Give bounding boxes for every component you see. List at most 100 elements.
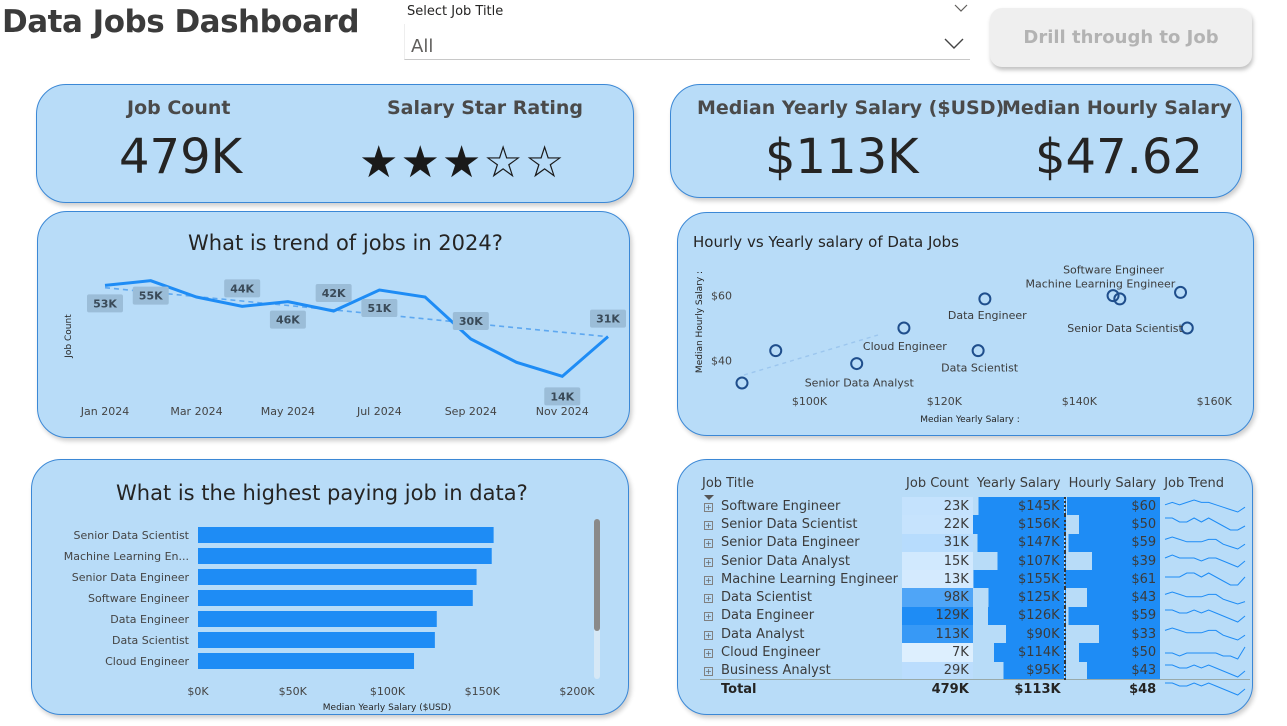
scatter-point[interactable] [1180,321,1194,335]
bar-category-label: Senior Data Engineer [72,571,190,584]
yearly-salary-cell: $145K [972,497,1066,516]
job-trend-sparkline [1165,536,1246,550]
expand-plus-icon[interactable]: + [704,612,713,622]
scatter-point[interactable] [1113,292,1127,306]
table-total-row: Total 479K $113K $48 [700,679,1251,699]
total-yearly-salary: $113K [972,679,1065,699]
expand-plus-icon[interactable]: + [704,667,713,677]
salary-scatter-chart[interactable]: Median Hourly Salary : Median Yearly Sal… [678,213,1254,436]
line-data-label: 55K [132,286,169,305]
table-row[interactable]: + Software Engineer 23K $145K $60 [700,497,1250,516]
expand-row-button[interactable]: + [700,552,717,570]
scatter-point[interactable] [971,344,985,358]
scatter-point-label: Machine Learning Engineer [1026,277,1176,290]
expand-row-button[interactable]: + [700,515,717,533]
table-row[interactable]: + Senior Data Engineer 31K $147K $59 [700,533,1250,552]
yearly-salary-cell: $114K [972,643,1066,662]
trend-dashed-line [104,286,609,338]
expand-row-button[interactable]: + [700,570,717,588]
column-header-yearly-salary[interactable]: Yearly Salary [976,476,1061,491]
job-title-cell: Senior Data Scientist [721,516,858,532]
job-title-slicer-dropdown[interactable]: All [404,24,970,60]
expand-row-button[interactable]: + [700,588,717,606]
expand-plus-icon[interactable]: + [704,502,713,512]
expand-plus-icon[interactable]: + [704,539,713,549]
sort-descending-icon[interactable] [704,495,714,501]
job-count-cell: 7K [902,643,973,662]
line-data-label: 31K [590,309,626,328]
star-filled-icon: ★ [441,137,484,188]
scatter-point[interactable] [978,292,992,306]
line-data-label: 30K [452,312,489,330]
salary-bar[interactable] [198,590,473,606]
salary-bar[interactable] [198,569,477,585]
scatter-point-label: Senior Data Analyst [805,377,915,390]
job-trend-sparkline [1165,682,1246,696]
bar-category-label: Data Scientist [112,634,190,647]
job-trend-line-chart[interactable]: Job Count Jan 2024 Mar 2024 May 2024 Jul 20… [38,212,630,438]
scatter-point[interactable] [850,357,864,371]
table-row[interactable]: + Data Scientist 98K $125K $43 [700,588,1250,607]
scatter-point[interactable] [1174,285,1188,299]
kpi-card-salary: Median Yearly Salary ($USD) $113K Median… [670,84,1242,198]
salary-bar[interactable] [198,548,492,564]
scatter-point[interactable] [1106,289,1120,303]
yearly-salary-cell: $147K [972,533,1066,552]
expand-plus-icon[interactable]: + [704,649,713,659]
expand-plus-icon[interactable]: + [704,630,713,640]
job-count-value: 479K [119,129,243,185]
job-trend-sparkline [1165,664,1246,678]
scatter-point[interactable] [735,376,749,390]
scatter-point[interactable] [769,344,783,358]
total-job-count: 479K [902,679,973,699]
line-x-tick-label: May 2024 [261,405,315,418]
line-x-tick-label: Mar 2024 [170,405,222,418]
column-header-hourly-salary[interactable]: Hourly Salary [1068,476,1157,491]
expand-row-button[interactable]: + [700,497,717,515]
expand-plus-icon[interactable]: + [704,575,713,585]
drill-through-button[interactable]: Drill through to Job [990,8,1252,67]
job-count-series-line[interactable] [104,279,609,379]
job-trend-cell [1160,570,1250,588]
table-row[interactable]: + Senior Data Scientist 22K $156K $50 [700,515,1250,534]
line-data-label: 44K [224,279,261,298]
expand-plus-icon[interactable]: + [704,520,713,530]
salary-bar[interactable] [198,611,437,627]
table-row[interactable]: + Data Analyst 113K $90K $33 [700,625,1250,644]
kpi-card-jobs: Job Count 479K Salary Star Rating ★★★☆☆ [36,84,634,203]
table-row[interactable]: + Machine Learning Engineer 13K $155K $61 [700,570,1250,589]
column-header-job-trend[interactable]: Job Trend [1164,476,1224,491]
scatter-x-tick-label: $100K [792,395,828,408]
line-data-label: 14K [544,387,581,406]
table-row[interactable]: + Senior Data Analyst 15K $107K $39 [700,551,1250,571]
scatter-x-tick-label: $120K [927,395,963,408]
table-row[interactable]: + Data Engineer 129K $126K $59 [700,606,1250,626]
column-header-job-count[interactable]: Job Count [906,476,969,491]
expand-row-button[interactable]: + [700,607,717,625]
expand-plus-icon[interactable]: + [704,594,713,604]
expand-row-button[interactable]: + [700,534,717,552]
scatter-point[interactable] [897,321,911,335]
column-header-job-title[interactable]: Job Title [702,476,755,491]
highest-paying-bar-chart[interactable]: $0K $50K $100K $150K $200K Median Yearly Sal… [32,460,629,715]
job-trend-cell [1160,588,1250,606]
job-trend-cell [1160,515,1250,533]
expand-row-button[interactable]: + [700,625,717,643]
job-title-cell: Cloud Engineer [721,645,821,661]
expand-plus-icon[interactable]: + [704,557,713,567]
scatter-x-tick-label: $160K [1197,395,1233,408]
job-matrix-card: Job Title Job Count Yearly Salary Hourly… [677,459,1253,715]
expand-row-button[interactable]: + [700,662,717,680]
salary-bar[interactable] [198,653,415,669]
scatter-chart-title: Hourly vs Yearly salary of Data Jobs [693,233,959,251]
slicer-collapse-chevron-icon[interactable] [954,3,968,13]
salary-bar[interactable] [198,632,435,648]
salary-bar[interactable] [198,527,494,543]
median-yearly-salary-label: Median Yearly Salary ($USD) [697,97,1005,119]
job-trend-cell [1160,625,1250,643]
expand-row-button[interactable]: + [700,643,717,661]
table-row[interactable]: + Business Analyst 29K $95K $43 [700,661,1250,680]
table-row[interactable]: + Cloud Engineer 7K $114K $50 [700,643,1250,662]
job-title-cell: Senior Data Engineer [721,535,860,551]
bar-chart-scrollbar-thumb[interactable] [594,519,600,631]
